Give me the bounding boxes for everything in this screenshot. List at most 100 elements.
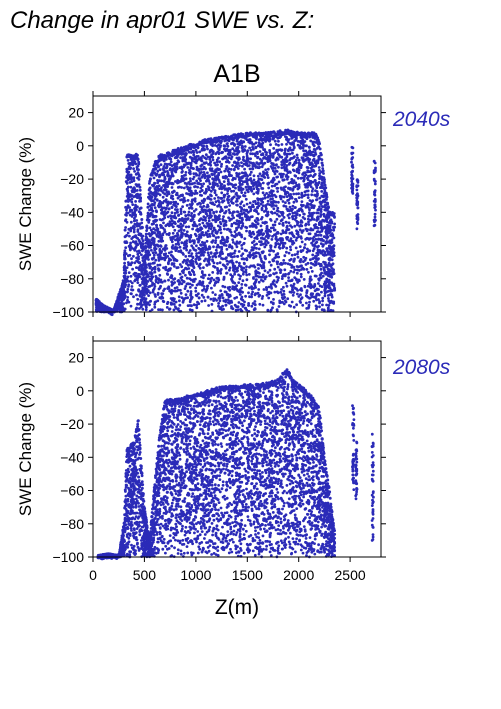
scatter-point	[129, 185, 133, 189]
scatter-point	[126, 298, 129, 302]
scatter-point	[208, 262, 211, 266]
scatter-point	[169, 297, 173, 300]
scatter-point	[287, 276, 290, 279]
scatter-point	[213, 284, 216, 287]
scatter-point	[235, 199, 239, 203]
scatter-point	[157, 268, 161, 272]
scatter-point	[184, 255, 188, 258]
scatter-point	[253, 209, 256, 213]
scatter-point	[164, 244, 168, 247]
scatter-point	[221, 296, 225, 300]
scatter-point	[197, 212, 201, 216]
scatter-point	[321, 296, 325, 300]
scatter-point	[188, 170, 192, 174]
scatter-point	[313, 173, 316, 177]
scatter-point	[300, 200, 304, 204]
scatter-point	[271, 197, 274, 201]
scatter-point	[292, 265, 296, 269]
scatter-point	[243, 145, 247, 148]
scatter-point	[226, 159, 230, 162]
scatter-point	[126, 185, 130, 189]
scatter-point	[235, 174, 239, 178]
scatter-point	[150, 203, 154, 207]
scatter-point	[309, 202, 313, 206]
scatter-point	[284, 220, 288, 224]
scatter-point	[330, 258, 334, 262]
scatter-point	[231, 274, 234, 278]
scatter-point	[225, 259, 229, 263]
scatter-point	[224, 156, 228, 160]
scatter-point	[312, 144, 316, 148]
scatter-point	[126, 200, 130, 203]
scatter-point	[240, 216, 244, 220]
scatter-point	[285, 224, 289, 228]
scatter-point	[273, 211, 277, 215]
scatter-point	[213, 297, 217, 301]
scatter-point	[181, 170, 184, 173]
scatter-point	[154, 278, 158, 282]
scatter-point	[161, 191, 165, 194]
scatter-point	[167, 162, 171, 166]
scatter-point	[311, 292, 315, 296]
scatter-point	[196, 300, 199, 304]
scatter-point	[137, 257, 140, 261]
scatter-point	[210, 214, 213, 218]
scatter-point	[230, 305, 233, 308]
scatter-point	[150, 284, 154, 287]
scatter-point	[184, 220, 188, 224]
scatter-point	[214, 193, 218, 197]
scatter-point	[217, 179, 221, 182]
scatter-point	[195, 179, 199, 183]
scatter-point	[246, 190, 250, 194]
scatter-point	[284, 231, 288, 235]
scatter-point	[310, 189, 314, 193]
scatter-point	[210, 232, 214, 235]
scatter-point	[258, 302, 262, 306]
scatter-point	[198, 257, 202, 261]
scatter-point	[253, 219, 257, 223]
scatter-point	[283, 274, 287, 278]
scatter-point	[272, 298, 275, 301]
scatter-point	[260, 297, 264, 300]
scatter-point	[252, 239, 256, 243]
scatter-point	[260, 187, 264, 190]
scatter-point	[180, 178, 184, 182]
scatter-point	[285, 159, 289, 163]
scatter-point	[214, 239, 218, 242]
scatter-point	[314, 244, 317, 248]
scatter-point	[312, 218, 316, 221]
scatter-point	[240, 247, 244, 250]
scatter-point	[231, 263, 235, 267]
scatter-point	[212, 278, 216, 282]
scatter-point	[192, 303, 196, 307]
scatter-point	[126, 211, 130, 215]
scatter-point	[252, 178, 256, 182]
scatter-point	[177, 214, 180, 217]
scatter-point	[281, 213, 284, 217]
scatter-point	[179, 198, 182, 202]
scatter-point	[209, 279, 213, 283]
scatter-point	[238, 288, 242, 291]
scatter-point	[278, 301, 282, 305]
scatter-point	[131, 212, 135, 215]
scatter-point	[289, 245, 292, 249]
scatter-point	[200, 189, 204, 192]
scatter-point	[280, 143, 284, 146]
scatter-point	[301, 210, 304, 213]
scatter-point	[206, 229, 210, 233]
scatter-point	[229, 255, 233, 258]
scatter-point	[175, 162, 179, 165]
scatter-point	[263, 193, 267, 197]
scatter-point	[291, 217, 295, 221]
scatter-point	[232, 189, 236, 193]
scatter-point	[284, 261, 287, 265]
scatter-point	[174, 193, 178, 197]
scatter-point	[250, 215, 254, 219]
scatter-point	[236, 255, 239, 258]
scatter-point	[325, 233, 329, 237]
scatter-point	[205, 179, 208, 183]
scatter-point	[319, 267, 323, 271]
scatter-point	[330, 221, 334, 225]
scatter-point	[123, 257, 127, 261]
scatter-point	[183, 181, 187, 185]
